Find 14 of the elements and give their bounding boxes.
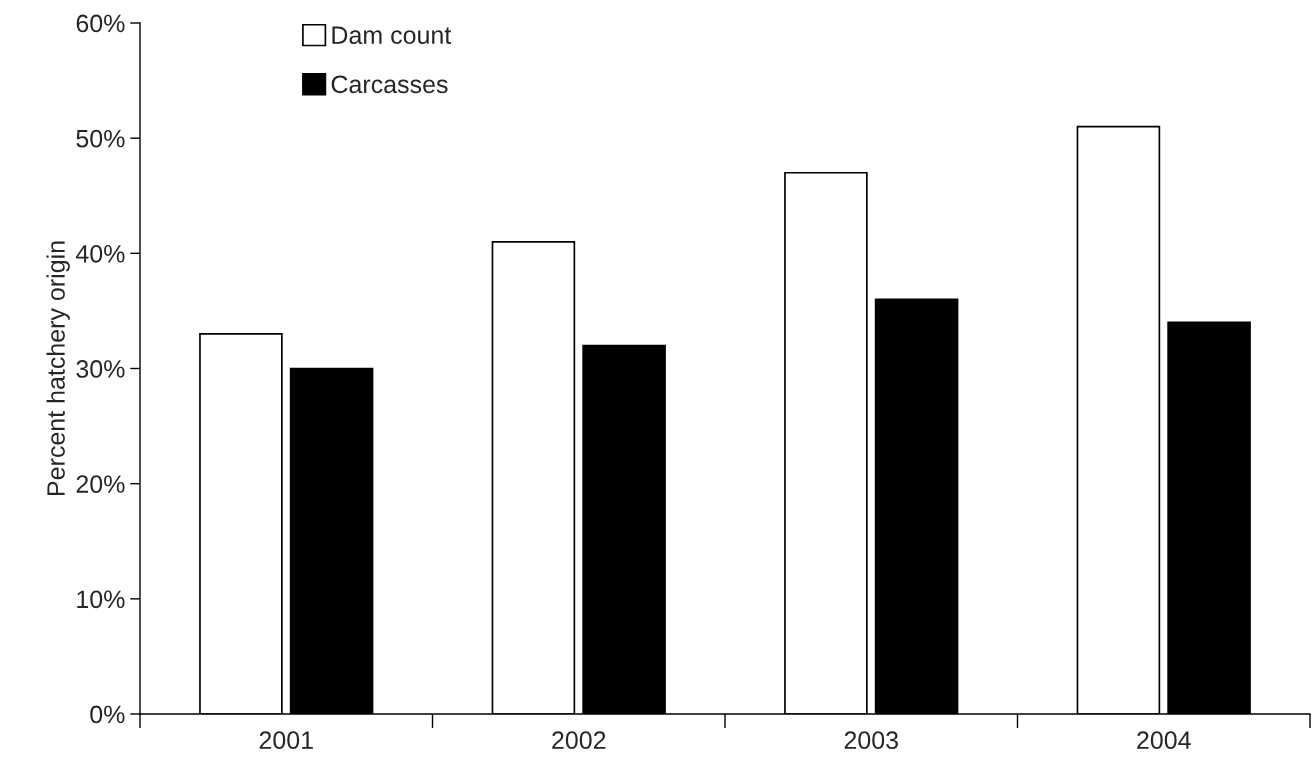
y-tick-label: 40% (75, 244, 125, 263)
y-tick-label: 20% (76, 475, 125, 493)
y-tick-label: 0% (90, 705, 125, 724)
x-tick-label: 2002 (552, 731, 606, 750)
x-tick-label: 2003 (844, 731, 898, 750)
y-tick-label: 10% (77, 590, 125, 609)
y-tick-label: 30% (76, 360, 125, 378)
legend-label: Dam count (332, 26, 452, 45)
y-tick-label: 50% (76, 129, 125, 148)
legend-label: Carcasses (331, 75, 448, 94)
x-tick-label: 2004 (1137, 731, 1191, 750)
y-tick-label: 60% (76, 14, 125, 33)
x-tick-label: 2001 (259, 731, 313, 750)
y-axis-title: Percent hatchery origin (46, 241, 70, 495)
